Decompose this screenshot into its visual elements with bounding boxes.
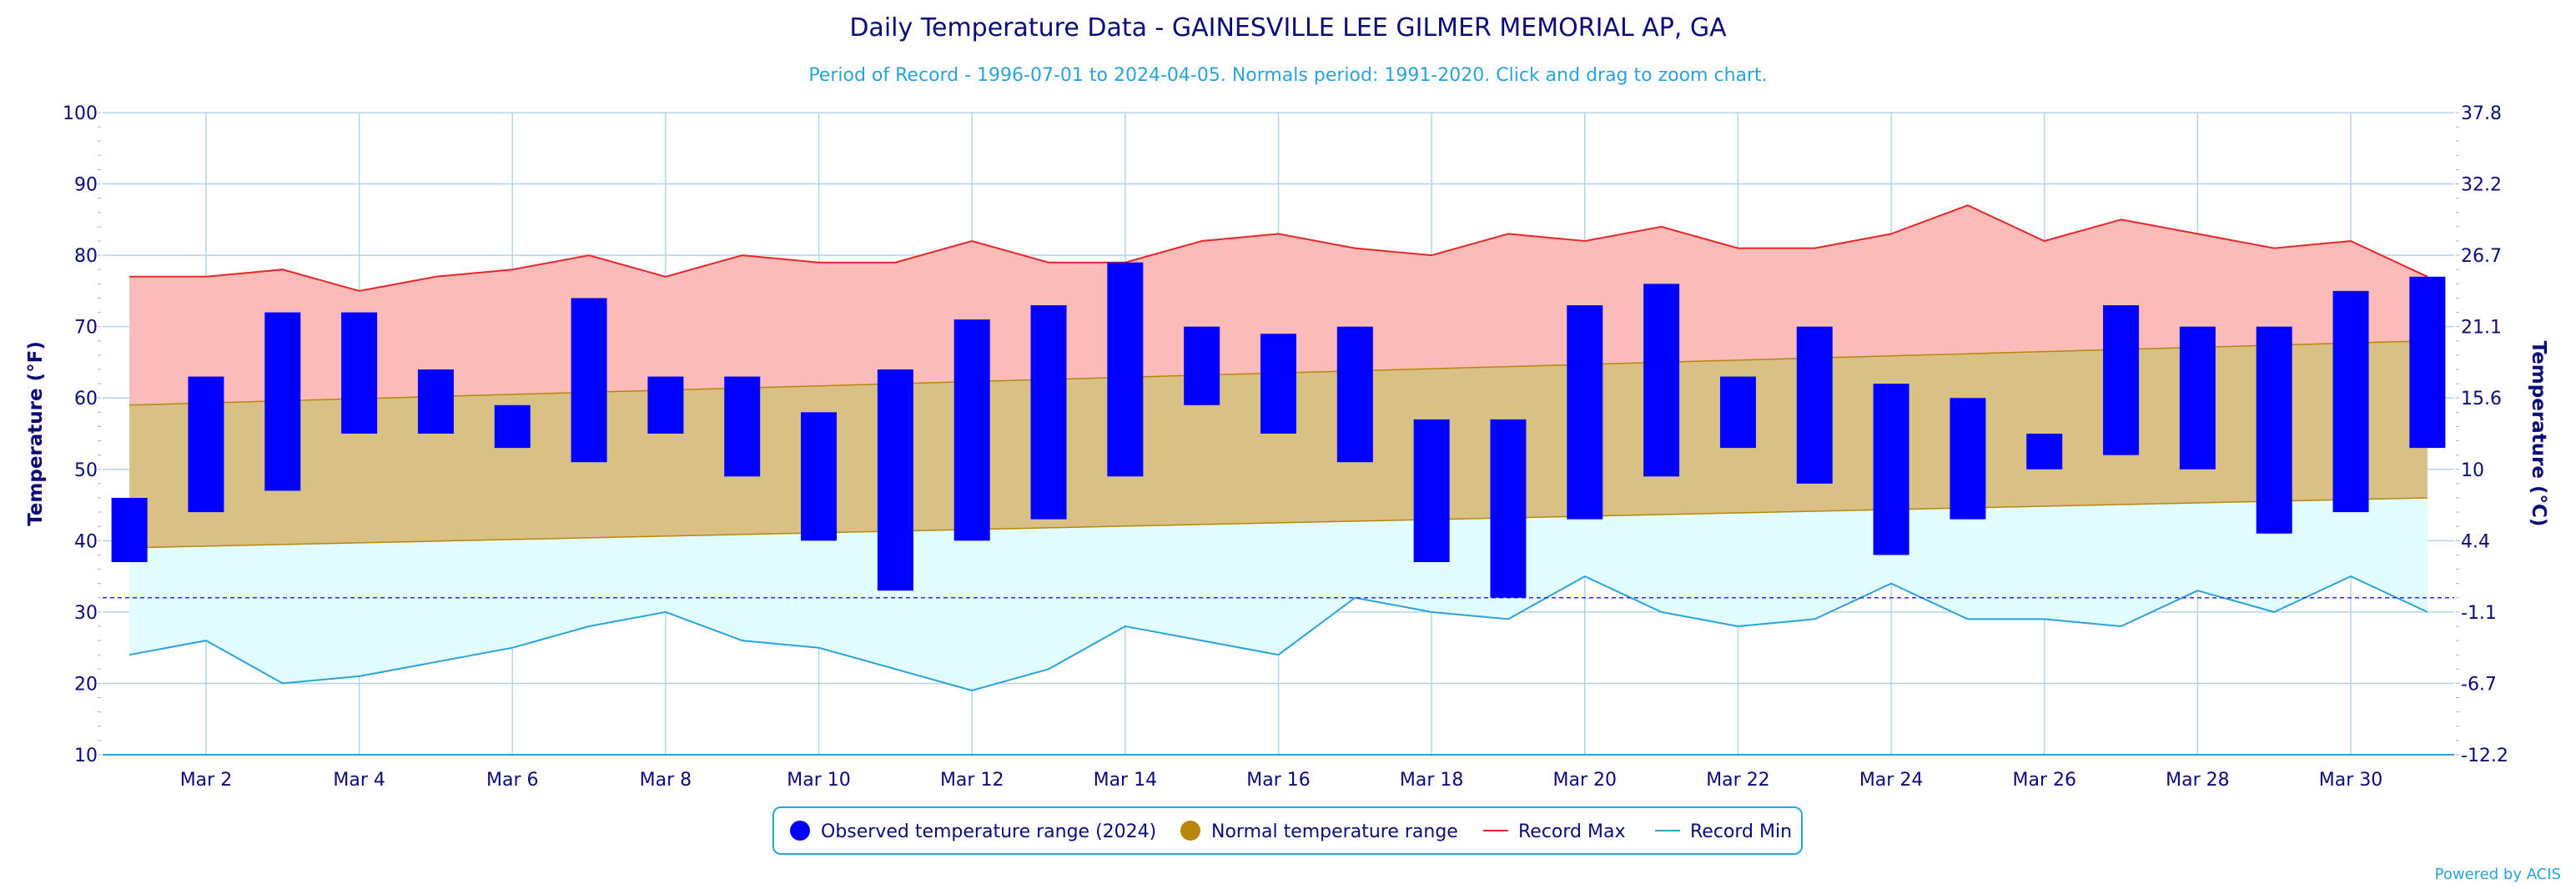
plot-areas bbox=[129, 205, 2428, 691]
observed-bar[interactable] bbox=[1030, 305, 1067, 520]
y-tick-label-left: 50 bbox=[74, 460, 98, 481]
y-tick-label-left: 70 bbox=[74, 318, 98, 339]
y-tick-label-right: 10 bbox=[2461, 460, 2484, 481]
observed-bar[interactable] bbox=[1260, 334, 1296, 434]
observed-bar[interactable] bbox=[1567, 305, 1603, 520]
y-tick-label-right: 21.1 bbox=[2461, 318, 2502, 339]
y-tick-label-left: 100 bbox=[63, 103, 98, 124]
x-tick-label: Mar 16 bbox=[1246, 770, 1311, 791]
x-tick-label: Mar 24 bbox=[1859, 770, 1924, 791]
y-tick-label-right: 37.8 bbox=[2461, 103, 2502, 124]
legend-label-record-min: Record Min bbox=[1690, 821, 1792, 842]
observed-bar[interactable] bbox=[571, 298, 607, 463]
legend-item-record-min[interactable]: Record Min bbox=[1655, 821, 1792, 842]
y-tick-label-right: -1.1 bbox=[2461, 603, 2497, 624]
observed-bar[interactable] bbox=[1873, 384, 1909, 555]
observed-bar[interactable] bbox=[1336, 326, 1373, 463]
x-tick-label: Mar 14 bbox=[1094, 770, 1158, 791]
y-tick-label-right: 32.2 bbox=[2461, 175, 2502, 196]
observed-bar[interactable] bbox=[801, 412, 838, 541]
x-tick-label: Mar 12 bbox=[940, 770, 1004, 791]
legend: Observed temperature range (2024) Normal… bbox=[772, 806, 1803, 855]
normal-low-line bbox=[129, 497, 2428, 549]
record-max-line bbox=[129, 204, 2428, 292]
observed-bar[interactable] bbox=[1413, 419, 1450, 562]
observed-bar[interactable] bbox=[2026, 434, 2063, 470]
observed-bar[interactable] bbox=[494, 404, 531, 449]
legend-box bbox=[772, 806, 1803, 855]
x-tick-label: Mar 28 bbox=[2166, 770, 2230, 791]
observed-bar[interactable] bbox=[1643, 284, 1680, 477]
x-tick-label: Mar 6 bbox=[486, 770, 539, 791]
x-tick-label: Mar 10 bbox=[787, 770, 851, 791]
x-tick-label: Mar 2 bbox=[180, 770, 233, 791]
observed-bar[interactable] bbox=[724, 376, 761, 477]
y-axis-title-right: Temperature (°C) bbox=[2528, 341, 2549, 527]
observed-bar[interactable] bbox=[1719, 376, 1756, 449]
y-tick-label-left: 20 bbox=[74, 674, 98, 695]
legend-marker-normal bbox=[1180, 821, 1200, 841]
observed-bar[interactable] bbox=[2256, 326, 2292, 534]
y-tick-label-left: 90 bbox=[74, 175, 98, 196]
y-tick-label-left: 30 bbox=[74, 603, 98, 624]
axes: 10 -12.2 20 -6.7 30 -1.1 40 4.4 50 10 60 15.6 70 21.1… bbox=[63, 103, 2508, 791]
observed-bar[interactable] bbox=[188, 376, 224, 513]
observed-bar[interactable] bbox=[417, 369, 454, 434]
legend-label-observed: Observed temperature range (2024) bbox=[821, 821, 1156, 842]
observed-bar[interactable] bbox=[2409, 276, 2446, 449]
legend-marker-observed bbox=[790, 821, 810, 841]
y-tick-label-right: 4.4 bbox=[2461, 531, 2490, 552]
record-high-area bbox=[129, 205, 2428, 405]
x-tick-label: Mar 26 bbox=[2012, 770, 2076, 791]
observed-bar[interactable] bbox=[2179, 326, 2216, 470]
x-tick-label: Mar 8 bbox=[640, 770, 692, 791]
observed-bar[interactable] bbox=[953, 319, 990, 541]
observed-bar[interactable] bbox=[1184, 326, 1220, 405]
chart-subtitle: Period of Record - 1996-07-01 to 2024-04… bbox=[808, 65, 1767, 86]
y-tick-label-right: 26.7 bbox=[2461, 246, 2502, 267]
x-tick-label: Mar 18 bbox=[1400, 770, 1464, 791]
y-tick-label-left: 10 bbox=[74, 746, 98, 766]
y-tick-label-right: -12.2 bbox=[2461, 746, 2508, 766]
x-tick-label: Mar 4 bbox=[333, 770, 385, 791]
observed-bar[interactable] bbox=[1796, 326, 1833, 484]
observed-bar[interactable] bbox=[2332, 290, 2369, 513]
x-tick-label: Mar 20 bbox=[1553, 770, 1618, 791]
observed-bar[interactable] bbox=[264, 312, 301, 491]
legend-item-record-max[interactable]: Record Max bbox=[1483, 821, 1626, 842]
observed-bar[interactable] bbox=[1950, 398, 1986, 520]
chart-title: Daily Temperature Data - GAINESVILLE LEE… bbox=[849, 13, 1727, 43]
observed-bar[interactable] bbox=[877, 369, 913, 591]
y-tick-label-right: 15.6 bbox=[2461, 389, 2502, 409]
observed-bars[interactable] bbox=[111, 262, 2446, 598]
normal-range-area bbox=[129, 340, 2428, 548]
legend-item-observed[interactable]: Observed temperature range (2024) bbox=[790, 821, 1156, 842]
observed-bar[interactable] bbox=[647, 376, 684, 434]
record-min-line bbox=[128, 575, 2428, 692]
legend-label-normal: Normal temperature range bbox=[1211, 821, 1458, 842]
legend-item-normal[interactable]: Normal temperature range bbox=[1180, 821, 1458, 842]
y-tick-label-left: 80 bbox=[74, 246, 98, 267]
legend-label-record-max: Record Max bbox=[1518, 821, 1626, 842]
y-tick-label-left: 60 bbox=[74, 389, 98, 409]
observed-bar[interactable] bbox=[1490, 419, 1527, 598]
observed-bar[interactable] bbox=[111, 498, 148, 562]
x-tick-label: Mar 22 bbox=[1706, 770, 1770, 791]
acis-credit-link[interactable]: Powered by ACIS bbox=[2435, 866, 2561, 883]
y-tick-label-right: -6.7 bbox=[2461, 674, 2497, 695]
record-low-area bbox=[129, 498, 2428, 691]
observed-bar[interactable] bbox=[1107, 262, 1144, 477]
y-tick-label-left: 40 bbox=[74, 531, 98, 552]
observed-bar[interactable] bbox=[341, 312, 378, 434]
x-tick-label: Mar 30 bbox=[2319, 770, 2383, 791]
y-axis-title-left: Temperature (°F) bbox=[25, 341, 47, 526]
observed-bar[interactable] bbox=[2103, 305, 2140, 455]
